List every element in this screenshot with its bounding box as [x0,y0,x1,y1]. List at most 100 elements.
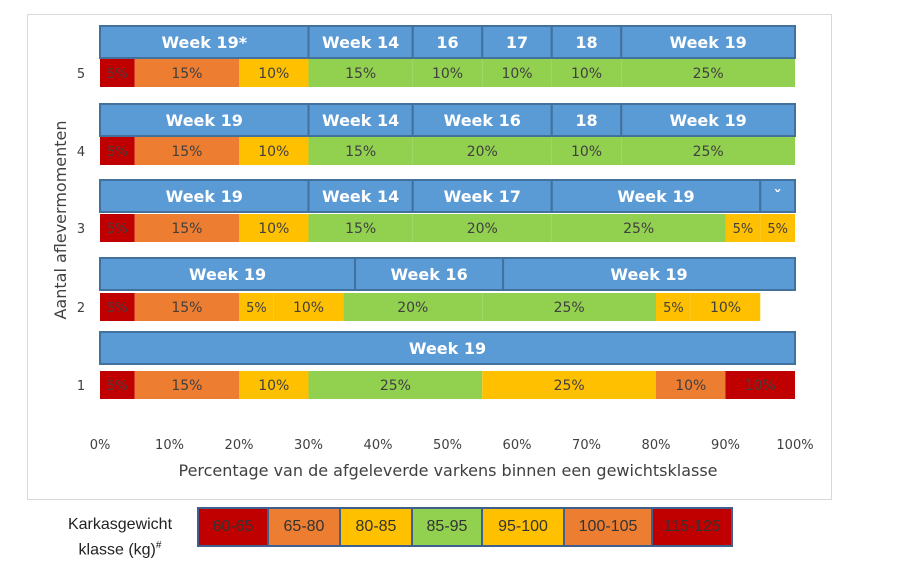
data-label: 5% [107,301,128,316]
x-tick-label: 60% [503,438,532,453]
data-label: 10% [258,378,289,394]
data-label: 15% [171,378,202,394]
legend: 60-65 65-80 80-85 85-95 95-100 100-105 115-125 [197,507,733,547]
week-label: 18 [575,33,597,52]
data-label: 5% [107,145,128,160]
week-label: Week 19 [610,265,687,284]
x-tick-label: 20% [225,438,254,453]
week-block [99,179,310,213]
bar-segment [482,293,656,321]
week-block [411,25,484,59]
data-label: 10% [745,378,776,394]
data-label: 20% [397,300,428,316]
week-block [502,257,796,291]
week-block [550,25,623,59]
y-tick-label: 4 [77,145,85,160]
week-label: Week 14 [322,187,399,206]
x-axis-label: Percentage van de afgeleverde varkens bi… [178,461,717,480]
x-tick-label: 100% [776,438,813,453]
week-block [307,179,414,213]
week-block [620,25,796,59]
bar-segment [308,214,413,242]
legend-title-mark: # [155,540,162,551]
data-label: 15% [345,144,376,160]
week-label: ˇ [774,187,782,206]
bar-segment [100,137,135,165]
legend-item-60-65: 60-65 [197,507,269,547]
data-label: 10% [571,144,602,160]
x-tick-label: 10% [155,438,184,453]
week-block [620,103,796,137]
bar-segment [412,59,483,87]
bar-segment [100,293,135,321]
data-label: 10% [258,66,289,82]
data-label: 15% [345,66,376,82]
week-block [550,103,623,137]
data-label: 15% [171,144,202,160]
bar-segment [482,59,552,87]
week-label: Week 16 [444,111,521,130]
bar-segment [134,371,239,399]
y-tick-label: 1 [77,379,85,394]
week-label: Week 19 [166,111,243,130]
y-tick-label: 5 [77,67,85,82]
y-tick-label: 2 [77,301,85,316]
bar-segment [239,137,309,165]
bar-segment [239,293,274,321]
x-tick-label: 50% [433,438,462,453]
bar-segment [100,59,135,87]
week-label: 18 [575,111,597,130]
data-label: 5% [107,222,128,237]
week-label: Week 19 [617,187,694,206]
bar-segment [308,59,413,87]
week-label: Week 19* [161,33,247,52]
bar-segment [725,214,761,242]
bar-segment [134,214,239,242]
bar-segment [134,293,239,321]
data-label: 15% [171,66,202,82]
data-label: 10% [571,66,602,82]
data-label: 5% [107,67,128,82]
data-label: 10% [675,378,706,394]
data-label: 25% [623,221,654,237]
bar-segment [551,137,622,165]
data-label: 25% [554,300,585,316]
bar-segment [239,59,309,87]
bar-segment [412,137,552,165]
x-tick-label: 80% [642,438,671,453]
y-axis-label: Aantal aflevermomenten [51,120,70,319]
bar-segment [412,214,552,242]
bar-segment [760,214,795,242]
bar-segment [621,59,795,87]
bar-segment [308,371,483,399]
week-block [550,179,762,213]
week-block [307,25,414,59]
week-block [99,257,357,291]
x-tick-label: 90% [711,438,740,453]
bar-segment [551,59,622,87]
bar-segment [134,137,239,165]
week-label: Week 17 [444,187,521,206]
bar-segment [100,371,135,399]
week-label: Week 19 [669,33,746,52]
week-label: Week 14 [322,33,399,52]
x-tick-label: 30% [294,438,323,453]
week-label: Week 19 [409,339,486,358]
legend-title-line2: klasse (kg) [78,541,156,559]
bar-segment [343,293,483,321]
bar-segment [239,214,309,242]
bar-segment [273,293,344,321]
bar-segment [725,371,795,399]
legend-item-85-95: 85-95 [411,507,483,547]
data-label: 25% [380,378,411,394]
data-label: 10% [432,66,463,82]
week-block [411,103,553,137]
bar-segment [308,137,413,165]
legend-item-95-100: 95-100 [481,507,565,547]
data-label: 25% [693,144,724,160]
legend-item-115-125: 115-125 [651,507,733,547]
week-block [99,103,310,137]
week-block [99,331,796,365]
bar-segment [656,371,726,399]
